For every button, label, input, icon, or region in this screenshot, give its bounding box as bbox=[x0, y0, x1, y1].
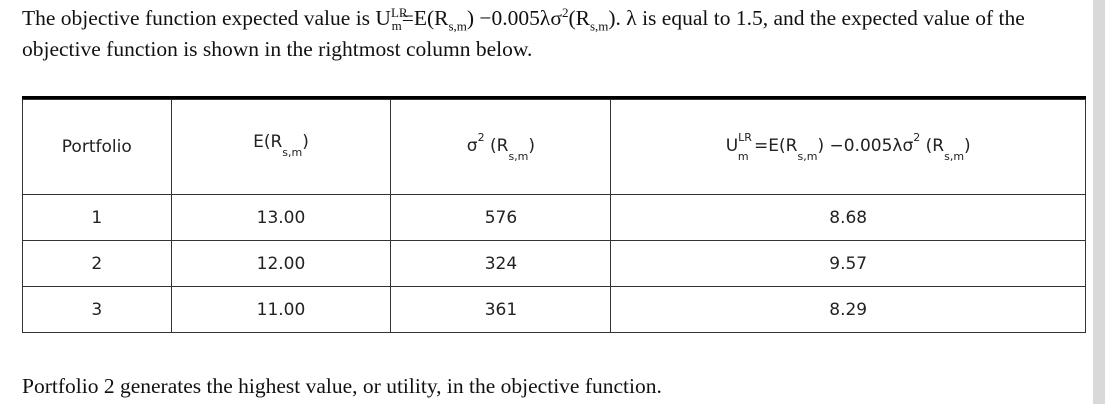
table-row: 3 11.00 361 8.29 bbox=[22, 286, 1086, 333]
closing-paragraph: Portfolio 2 generates the highest value,… bbox=[22, 374, 662, 398]
header-variance: σ2 (Rs,m) bbox=[390, 99, 612, 195]
intro-text-4: (R bbox=[568, 6, 590, 30]
cell-utility: 8.68 bbox=[610, 194, 1086, 241]
cell-expected-return: 13.00 bbox=[170, 194, 392, 241]
header-er-base: E(R bbox=[253, 131, 283, 152]
intro-u-sup: LR bbox=[390, 4, 408, 20]
header-u-mid2: ) −0.005λσ bbox=[817, 135, 914, 156]
header-expected-return: E(Rs,m) bbox=[170, 99, 392, 195]
intro-sigma-sup: 2 bbox=[561, 4, 569, 20]
header-portfolio: Portfolio bbox=[22, 99, 172, 195]
header-u-sup: LR bbox=[738, 130, 752, 144]
vertical-scrollbar[interactable] bbox=[1093, 0, 1105, 404]
header-u-sub: m bbox=[737, 149, 749, 163]
intro-r-sub-2: s,m bbox=[589, 18, 609, 34]
header-var-base: (R bbox=[489, 135, 509, 156]
header-u-sub2: s,m bbox=[944, 149, 965, 163]
header-utility: ULRm =E(Rs,m) −0.005λσ2 (Rs,m) bbox=[610, 99, 1086, 195]
cell-expected-return: 12.00 bbox=[170, 240, 392, 287]
header-u-close: ) bbox=[964, 135, 971, 156]
intro-text-2: =E(R bbox=[401, 6, 449, 30]
intro-text-5: ). λ is equal to 1.5, and the expected v… bbox=[22, 6, 1025, 61]
intro-text-1: The objective function expected value is… bbox=[22, 6, 391, 30]
table-header-row: Portfolio E(Rs,m) σ2 (Rs,m) ULRm =E(Rs,m… bbox=[22, 99, 1086, 195]
cell-portfolio: 3 bbox=[22, 286, 172, 333]
header-u-mid3: (R bbox=[925, 135, 945, 156]
intro-text-3: ) −0.005λσ bbox=[466, 6, 562, 30]
header-er-sub: s,m bbox=[282, 145, 303, 159]
header-er-close: ) bbox=[302, 131, 309, 152]
cell-variance: 576 bbox=[390, 194, 612, 241]
header-var-close: ) bbox=[528, 135, 536, 156]
cell-expected-return: 11.00 bbox=[170, 286, 392, 333]
header-u-mid: =E(R bbox=[754, 135, 798, 156]
header-u-sub1: s,m bbox=[797, 149, 818, 163]
cell-utility: 9.57 bbox=[610, 240, 1086, 287]
header-var-sub: s,m bbox=[508, 149, 529, 163]
header-var-sup: 2 bbox=[477, 130, 485, 144]
header-u-sup2: 2 bbox=[913, 130, 921, 144]
cell-variance: 324 bbox=[390, 240, 612, 287]
table-top-rule bbox=[22, 96, 1086, 99]
cell-portfolio: 2 bbox=[22, 240, 172, 287]
portfolio-table: Portfolio E(Rs,m) σ2 (Rs,m) ULRm =E(Rs,m… bbox=[22, 99, 1086, 333]
header-var-sigma: σ bbox=[466, 135, 478, 156]
intro-r-sub-1: s,m bbox=[448, 18, 467, 34]
cell-variance: 361 bbox=[390, 286, 612, 333]
header-u: U bbox=[725, 135, 739, 156]
intro-u-sub: m bbox=[391, 18, 402, 34]
cell-portfolio: 1 bbox=[22, 194, 172, 241]
table-row: 1 13.00 576 8.68 bbox=[22, 194, 1086, 241]
intro-paragraph: The objective function expected value is… bbox=[22, 3, 1082, 65]
table-row: 2 12.00 324 9.57 bbox=[22, 240, 1086, 287]
cell-utility: 8.29 bbox=[610, 286, 1086, 333]
